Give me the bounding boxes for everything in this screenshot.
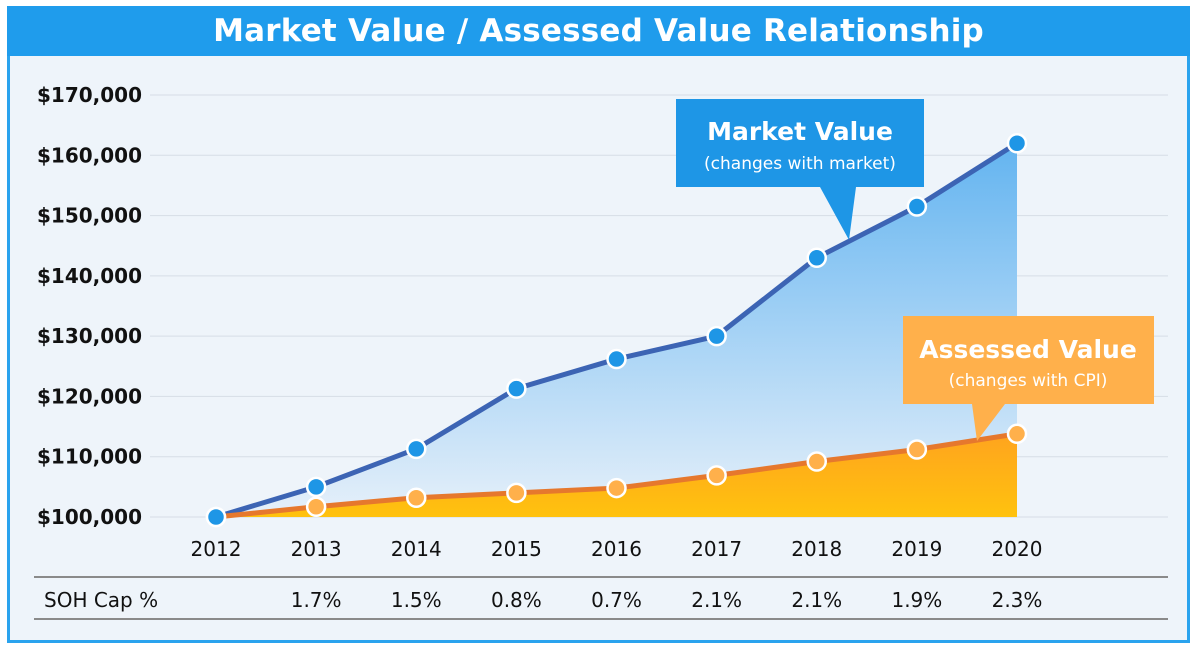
market-value-point	[606, 348, 627, 370]
x-axis-ticks: 2012 2013 2014 2015 2016 2017 2018 2019 2020	[191, 537, 1043, 561]
y-tick-label: $140,000	[37, 264, 142, 288]
assessed-value-callout-subtitle: (changes with CPI)	[949, 371, 1108, 391]
soh-cap-value: 2.1%	[691, 588, 742, 612]
chart-title: Market Value / Assessed Value Relationsh…	[7, 6, 1190, 56]
market-value-callout-bubble	[676, 99, 924, 240]
assessed-value-point	[906, 439, 928, 460]
y-axis-ticks: $100,000 $110,000 $120,000 $130,000 $140,000…	[37, 83, 142, 529]
y-tick-label: $100,000	[37, 505, 142, 529]
y-tick-label: $120,000	[37, 384, 142, 408]
market-value-area	[216, 143, 1017, 517]
x-tick-label: 2013	[291, 537, 342, 561]
market-value-point	[806, 247, 827, 269]
assessed-value-point	[406, 487, 427, 508]
x-tick-label: 2015	[491, 537, 542, 561]
assessed-value-callout-title: Assessed Value	[919, 335, 1137, 364]
assessed-value-point	[806, 451, 827, 472]
market-value-point	[1006, 132, 1028, 154]
market-value-point	[706, 325, 727, 347]
x-tick-label: 2019	[891, 537, 942, 561]
market-value-point	[305, 476, 327, 498]
soh-cap-value: 0.8%	[491, 588, 542, 612]
x-tick-label: 2016	[591, 537, 642, 561]
x-tick-label: 2012	[191, 537, 242, 561]
soh-cap-value: 1.7%	[291, 588, 342, 612]
market-value-point	[506, 378, 527, 399]
soh-cap-value: 1.5%	[391, 588, 442, 612]
soh-cap-value: 2.3%	[992, 588, 1043, 612]
assessed-value-point	[305, 496, 327, 518]
y-tick-label: $110,000	[37, 445, 142, 469]
assessed-value-callout: Assessed Value (changes with CPI)	[903, 316, 1154, 441]
series-areas	[216, 143, 1017, 517]
x-tick-label: 2018	[791, 537, 842, 561]
y-tick-label: $150,000	[37, 204, 142, 228]
market-value-point	[406, 438, 427, 460]
assessed-value-point	[1006, 423, 1028, 445]
assessed-value-point	[606, 477, 627, 499]
assessed-value-callout-bubble	[903, 316, 1154, 441]
market-value-callout: Market Value (changes with market)	[676, 99, 924, 240]
y-tick-label: $170,000	[37, 83, 142, 107]
x-tick-label: 2020	[992, 537, 1043, 561]
soh-cap-values: 1.7% 1.5% 0.8% 0.7% 2.1% 2.1% 1.9% 2.3%	[291, 588, 1043, 612]
soh-cap-label: SOH Cap %	[44, 588, 158, 612]
soh-cap-value: 1.9%	[891, 588, 942, 612]
market-value-point	[906, 196, 928, 217]
market-value-callout-title: Market Value	[707, 117, 893, 146]
soh-cap-value: 0.7%	[591, 588, 642, 612]
market-value-callout-subtitle: (changes with market)	[704, 154, 896, 174]
x-tick-label: 2017	[691, 537, 742, 561]
market-value-point	[205, 506, 227, 528]
series-points	[205, 132, 1028, 528]
y-tick-label: $160,000	[37, 143, 142, 167]
assessed-value-point	[506, 482, 527, 504]
soh-cap-value: 2.1%	[791, 588, 842, 612]
assessed-value-point	[706, 465, 727, 486]
y-tick-label: $130,000	[37, 324, 142, 348]
x-tick-label: 2014	[391, 537, 442, 561]
assessed-value-area	[216, 433, 1017, 517]
